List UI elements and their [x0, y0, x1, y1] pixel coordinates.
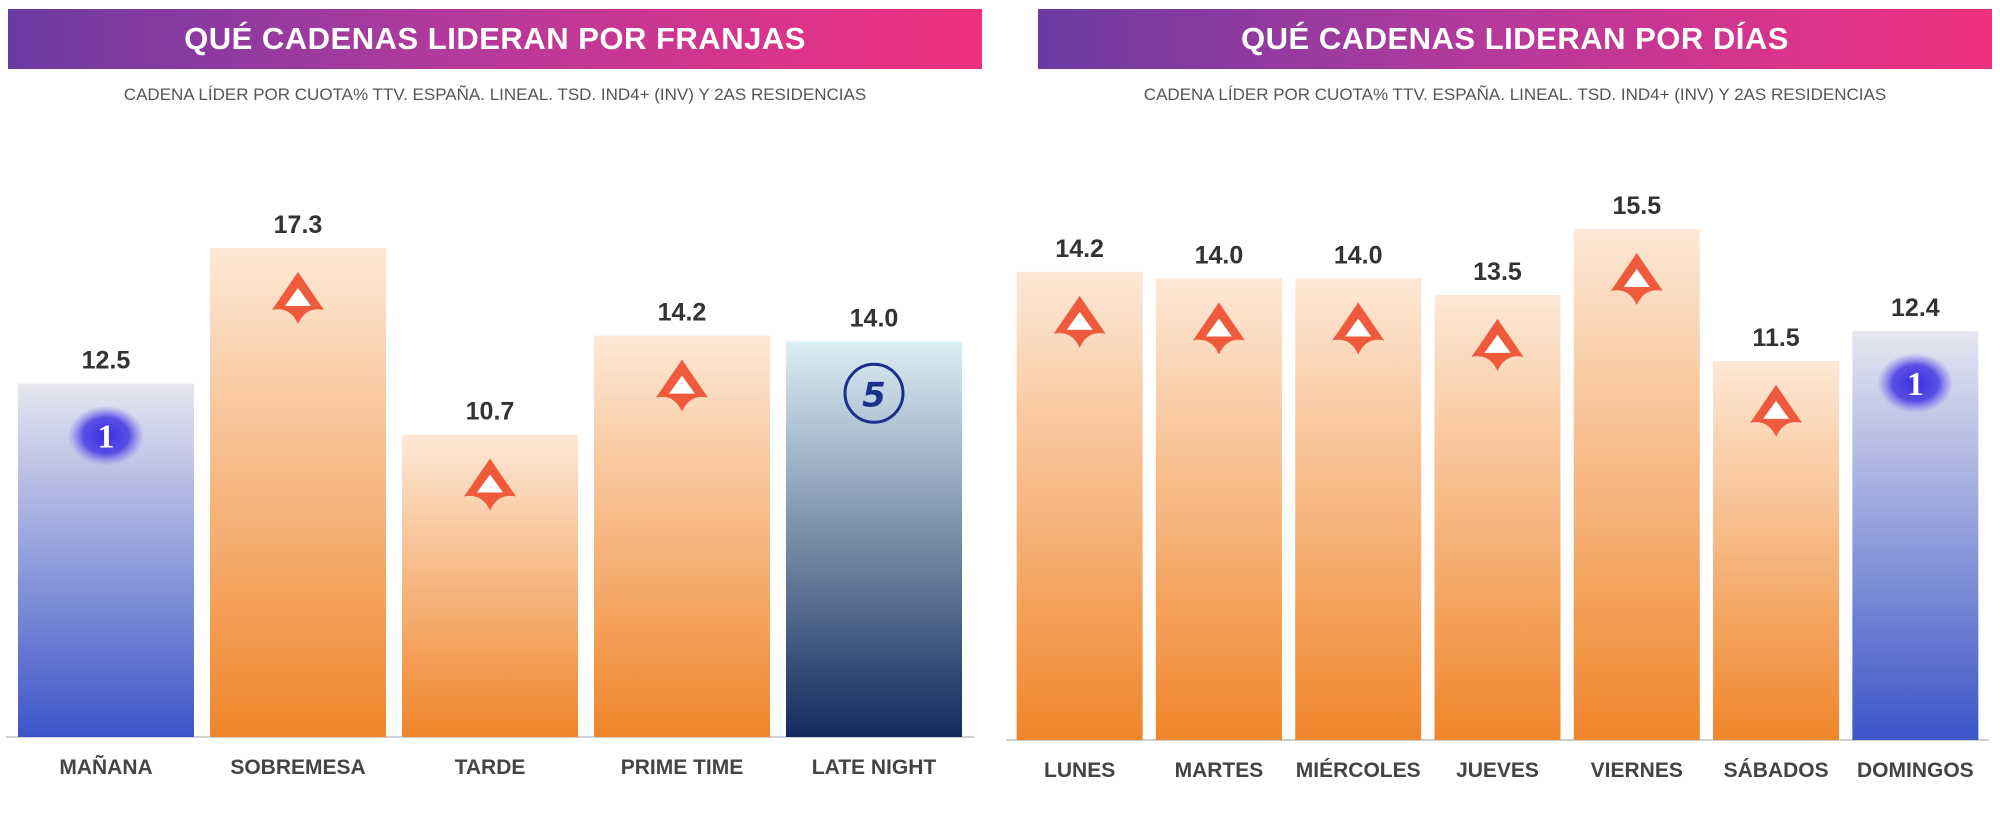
data-label: 12.4: [1891, 294, 1940, 322]
la1-logo-icon: 1: [1877, 353, 1954, 414]
bar: [1155, 278, 1282, 740]
franjas-panel: QUÉ CADENAS LIDERAN POR FRANJAS CADENA L…: [0, 0, 990, 824]
antena3-logo-icon: [656, 359, 708, 412]
data-label: 17.3: [274, 211, 323, 239]
antena3-logo-icon: [1471, 318, 1524, 371]
data-label: 15.5: [1612, 192, 1661, 220]
franjas-bar-chart: 12.5 1 MAÑANA 17.3 SOBREMESA 10.7 TARDE 14.2 PRI…: [6, 211, 974, 779]
data-label: 14.0: [1334, 241, 1383, 269]
data-label: 12.5: [82, 347, 131, 375]
tick-label: JUEVES: [1456, 759, 1539, 782]
antena3-logo-icon: [272, 272, 324, 324]
svg-text:5: 5: [862, 375, 886, 415]
tick-label: MAÑANA: [59, 756, 152, 779]
antena3-logo-icon: [1053, 295, 1106, 348]
franjas-subtitle: CADENA LÍDER POR CUOTA% TTV. ESPAÑA. LIN…: [123, 85, 867, 104]
tick-label: TARDE: [455, 756, 526, 779]
data-label: 14.2: [1055, 235, 1104, 263]
bar: [1573, 229, 1700, 740]
tick-label: PRIME TIME: [621, 756, 744, 779]
la1-logo-icon: 1: [68, 405, 144, 466]
antena3-logo-icon: [1610, 253, 1663, 305]
bar: [1295, 278, 1422, 740]
franjas-title: QUÉ CADENAS LIDERAN POR FRANJAS: [8, 9, 982, 69]
data-label: 14.2: [658, 299, 707, 327]
dias-title: QUÉ CADENAS LIDERAN POR DÍAS: [1038, 9, 1992, 69]
antena3-logo-icon: [1332, 302, 1385, 355]
bar: [210, 248, 386, 737]
tick-label: LUNES: [1044, 759, 1115, 782]
svg-text:1: 1: [1907, 366, 1924, 403]
dias-subtitle: CADENA LÍDER POR CUOTA% TTV. ESPAÑA. LIN…: [1143, 85, 1887, 104]
data-label: 11.5: [1752, 324, 1799, 352]
data-label: 10.7: [466, 398, 515, 426]
dias-panel: QUÉ CADENAS LIDERAN POR DÍAS CADENA LÍDE…: [1006, 0, 2000, 824]
bar: [786, 341, 962, 737]
tick-label: DOMINGOS: [1857, 759, 1974, 782]
antena3-logo-icon: [1750, 384, 1803, 437]
tick-label: MIÉRCOLES: [1296, 759, 1421, 782]
tick-label: VIERNES: [1591, 759, 1683, 782]
antena3-logo-icon: [1192, 302, 1245, 355]
telecinco-logo-icon: 5: [843, 362, 905, 424]
antena3-logo-icon: [464, 458, 516, 511]
dias-bar-chart: 14.2 LUNES 14.0 MARTES 14.0 MIÉRCOLES 13.5 JUEV…: [1006, 192, 1989, 782]
data-label: 14.0: [850, 304, 899, 332]
tick-label: MARTES: [1175, 759, 1264, 782]
svg-text:1: 1: [98, 419, 115, 456]
tick-label: SOBREMESA: [230, 756, 365, 779]
data-label: 13.5: [1473, 258, 1522, 286]
bar: [1016, 271, 1143, 740]
tick-label: LATE NIGHT: [812, 756, 937, 779]
tick-label: SÁBADOS: [1724, 759, 1829, 782]
data-label: 14.0: [1195, 241, 1244, 269]
